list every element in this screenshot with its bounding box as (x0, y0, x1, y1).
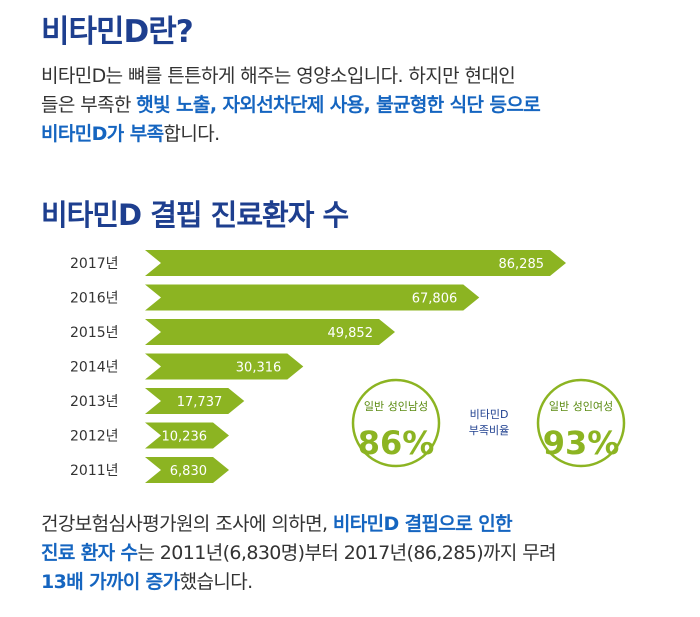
category-label: 2016년 (70, 291, 119, 307)
value-label: 67,806 (412, 292, 458, 307)
intro-line-3-text: 합니다. (163, 123, 220, 145)
category-label: 2012년 (70, 429, 119, 445)
intro-line-3: 비타민D가 부족합니다. (41, 120, 681, 149)
category-label: 2011년 (70, 463, 119, 479)
conclusion-highlight-increase: 13배 가까이 증가 (41, 571, 180, 593)
category-label: 2017년 (70, 256, 119, 272)
intro-highlight-deficiency: 비타민D가 부족 (41, 123, 164, 145)
female-stat-value: 93% (543, 424, 620, 462)
bar-2013년 (145, 388, 245, 414)
intro-line-2-text: 들은 부족한 (41, 94, 137, 116)
male-stat-circle (351, 378, 441, 468)
intro-line-2: 들은 부족한 햇빛 노출, 자외선차단제 사용, 불균형한 식단 등으로 (41, 91, 681, 120)
bar-2011년 (145, 457, 229, 483)
intro-line-1: 비타민D는 뼈를 튼튼하게 해주는 영양소입니다. 하지만 현대인 (41, 65, 516, 87)
chart-title: 비타민D 결핍 진료환자 수 (41, 198, 349, 232)
conclusion-line-3: 13배 가까이 증가했습니다. (41, 568, 681, 597)
conclusion-line-1: 건강보험심사평가원의 조사에 의하면, 비타민D 결핍으로 인한 (41, 510, 681, 539)
category-label: 2014년 (70, 360, 119, 376)
stats-group: 일반 성인남성 86% 비타민D 부족비율 일반 성인여성 93% (351, 378, 626, 468)
bar-2012년 (145, 422, 229, 449)
female-stat-circle (536, 378, 626, 468)
stat-caption-line-2: 부족비율 (469, 424, 509, 437)
bar-group: 2017년 86,285 2016년 67,806 2015년 49,852 2014년 30… (70, 250, 566, 483)
intro-paragraph: 비타민D는 뼈를 튼튼하게 해주는 영양소입니다. 하지만 현대인 들은 부족한… (41, 62, 681, 149)
value-label: 10,236 (162, 430, 208, 445)
conclusion-line-2-text: 는 2011년(6,830명)부터 2017년(86,285)까지 무려 (137, 542, 556, 564)
intro-highlight-causes: 햇빛 노출, 자외선차단제 사용, 불균형한 식단 등으로 (136, 94, 541, 116)
bar-chart: 2017년 86,285 2016년 67,806 2015년 49,852 2014년 30… (70, 250, 626, 483)
stat-caption-line-1: 비타민D (470, 408, 509, 421)
value-label: 30,316 (236, 361, 282, 376)
category-label: 2013년 (70, 394, 119, 410)
bar-2016년 (145, 284, 480, 311)
page-title: 비타민D란? (41, 14, 194, 50)
bar-2015년 (145, 319, 395, 345)
value-label: 86,285 (499, 257, 545, 272)
conclusion-highlight-patients: 진료 환자 수 (41, 542, 138, 564)
conclusion-line-2: 진료 환자 수는 2011년(6,830명)부터 2017년(86,285)까지… (41, 539, 681, 568)
bar-2014년 (145, 353, 304, 380)
category-label: 2015년 (70, 325, 119, 341)
value-label: 6,830 (170, 464, 207, 479)
conclusion-line-3-text: 했습니다. (179, 571, 254, 593)
value-label: 49,852 (327, 326, 373, 341)
conclusion-paragraph: 건강보험심사평가원의 조사에 의하면, 비타민D 결핍으로 인한 진료 환자 수… (41, 510, 681, 597)
conclusion-highlight-deficiency: 비타민D 결핍으로 인한 (332, 513, 513, 535)
male-stat-value: 86% (358, 424, 435, 462)
value-label: 17,737 (177, 395, 223, 410)
male-stat-label: 일반 성인남성 (364, 399, 428, 413)
bar-2017년 (145, 250, 566, 276)
conclusion-line-1-text: 건강보험심사평가원의 조사에 의하면, (41, 513, 333, 535)
female-stat-label: 일반 성인여성 (549, 399, 613, 413)
